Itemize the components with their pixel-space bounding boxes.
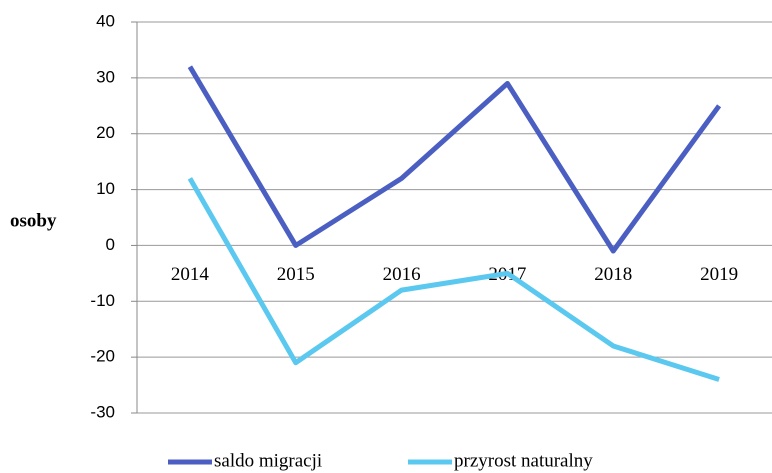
y-tick-label: -20: [90, 347, 115, 366]
y-tick-label: 10: [96, 179, 115, 198]
line-series: [187, 177, 720, 382]
line-series: [187, 65, 722, 254]
y-tick-label: 0: [106, 235, 115, 254]
x-tick-label: 2014: [171, 264, 210, 285]
y-tick-label: 40: [96, 11, 115, 30]
x-tick-label: 2016: [383, 264, 421, 285]
x-tick-label: 2018: [594, 264, 632, 285]
legend-label: saldo migracji: [214, 450, 322, 471]
y-tick-label: 20: [96, 123, 115, 142]
legend-label: przyrost naturalny: [454, 450, 593, 471]
y-tick-label: 30: [96, 67, 115, 86]
x-tick-label: 2019: [700, 264, 738, 285]
y-tick-label: -30: [90, 402, 115, 421]
y-axis-label: osoby: [10, 210, 57, 231]
y-tick-label: -10: [90, 291, 115, 310]
x-tick-label: 2015: [277, 264, 315, 285]
